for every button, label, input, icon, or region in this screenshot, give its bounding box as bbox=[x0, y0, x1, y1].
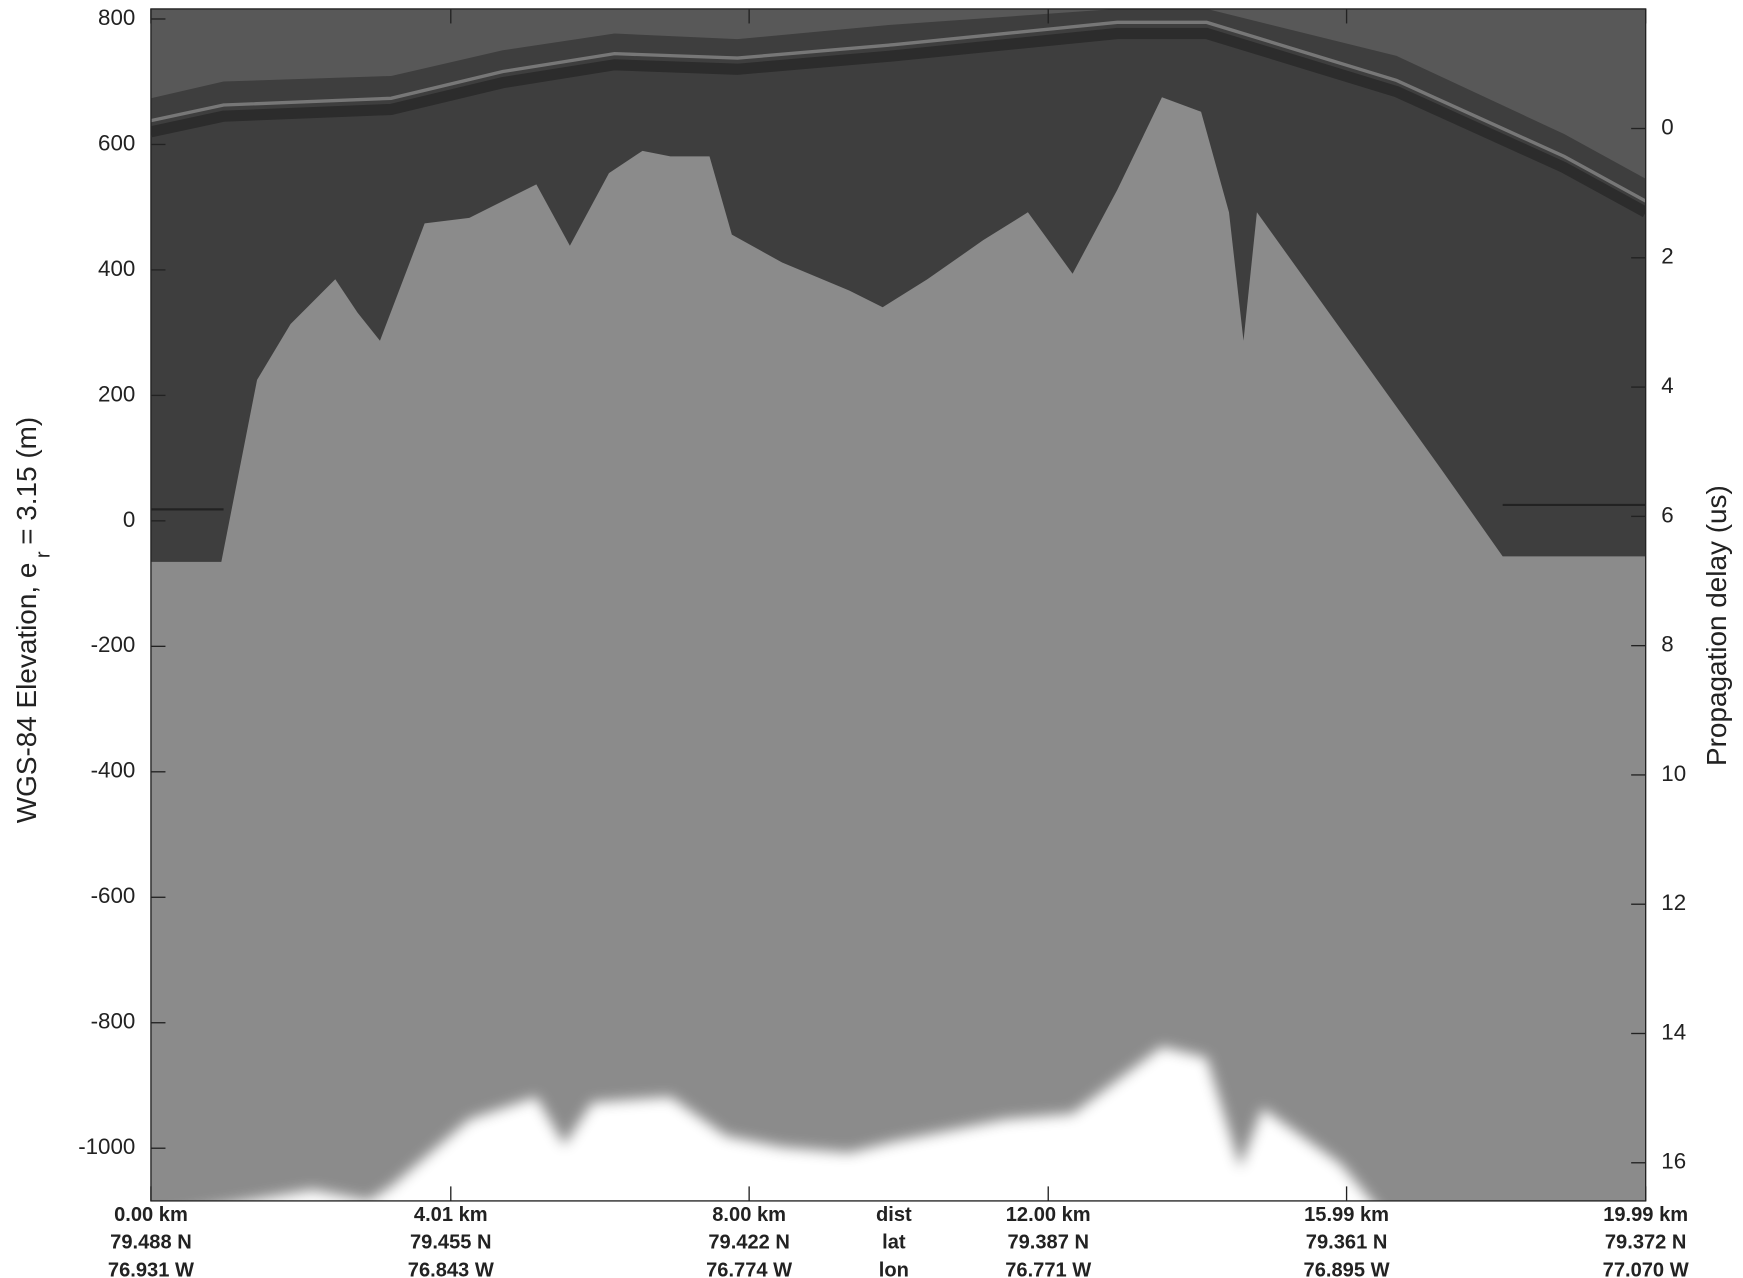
lon-label: 76.931 W bbox=[108, 1260, 194, 1278]
lon-label: 76.774 W bbox=[706, 1260, 792, 1278]
y-tick-label: 400 bbox=[98, 256, 135, 281]
lon-label: 76.843 W bbox=[408, 1260, 494, 1278]
y2-tick-label: 12 bbox=[1661, 890, 1686, 915]
y2-tick-label: 4 bbox=[1661, 373, 1673, 398]
echogram bbox=[150, 8, 1646, 1201]
lat-label: 79.455 N bbox=[410, 1232, 492, 1254]
y2-tick-label: 16 bbox=[1661, 1149, 1686, 1174]
y-tick-label: -800 bbox=[91, 1009, 136, 1034]
x-tick-label: 12.00 km bbox=[1006, 1204, 1091, 1226]
y2-axis-title: Propagation delay (us) bbox=[1701, 485, 1732, 766]
noise-floor bbox=[248, 1046, 1372, 1201]
lon-label: 76.771 W bbox=[1005, 1260, 1091, 1278]
y2-tick-label: 2 bbox=[1661, 244, 1673, 269]
y-tick-label: 0 bbox=[123, 507, 135, 532]
x-tick-label: 4.01 km bbox=[414, 1204, 488, 1226]
y-tick-label: -1000 bbox=[78, 1134, 135, 1159]
x-tick-label: 0.00 km bbox=[114, 1204, 188, 1226]
lat-label: 79.387 N bbox=[1007, 1232, 1089, 1254]
x-tick-label: 15.99 km bbox=[1304, 1204, 1389, 1226]
y2-tick-label: 0 bbox=[1661, 114, 1673, 139]
y-axis-title-subscript: r bbox=[32, 551, 54, 558]
lat-label: 79.422 N bbox=[708, 1232, 790, 1254]
x-tick-label: 8.00 km bbox=[712, 1204, 786, 1226]
lon-label: 76.895 W bbox=[1304, 1260, 1390, 1278]
y-tick-label: -200 bbox=[91, 632, 136, 657]
air-region bbox=[150, 8, 1646, 179]
row-title: lon bbox=[879, 1260, 909, 1278]
y2-tick-label: 10 bbox=[1661, 761, 1686, 786]
y2-tick-label: 6 bbox=[1661, 502, 1673, 527]
plot-frame bbox=[150, 8, 1647, 1202]
lat-label: 79.372 N bbox=[1605, 1232, 1687, 1254]
y-tick-label: 800 bbox=[98, 5, 135, 30]
lat-label: 79.361 N bbox=[1306, 1232, 1388, 1254]
lon-label: 77.070 W bbox=[1603, 1260, 1689, 1278]
y2-tick-label: 8 bbox=[1661, 632, 1673, 657]
y-axis-title-main: WGS-84 Elevation, e bbox=[11, 563, 42, 824]
surface-echo-inner bbox=[150, 20, 1646, 203]
y-tick-label: -600 bbox=[91, 883, 136, 908]
y-tick-label: -400 bbox=[91, 758, 136, 783]
lat-label: 79.488 N bbox=[110, 1232, 192, 1254]
y-tick-label: 600 bbox=[98, 130, 135, 155]
y-axis-title: WGS-84 Elevation, e r = 3.15 (m) bbox=[11, 417, 54, 823]
row-title: dist bbox=[876, 1204, 912, 1226]
y2-tick-label: 14 bbox=[1661, 1019, 1686, 1044]
surface-echo bbox=[150, 27, 1646, 218]
y-tick-label: 200 bbox=[98, 381, 135, 406]
row-title: lat bbox=[882, 1232, 906, 1254]
bed-region bbox=[150, 8, 1646, 562]
x-tick-label: 19.99 km bbox=[1603, 1204, 1688, 1226]
y-axis-title-rest: = 3.15 (m) bbox=[11, 417, 42, 545]
